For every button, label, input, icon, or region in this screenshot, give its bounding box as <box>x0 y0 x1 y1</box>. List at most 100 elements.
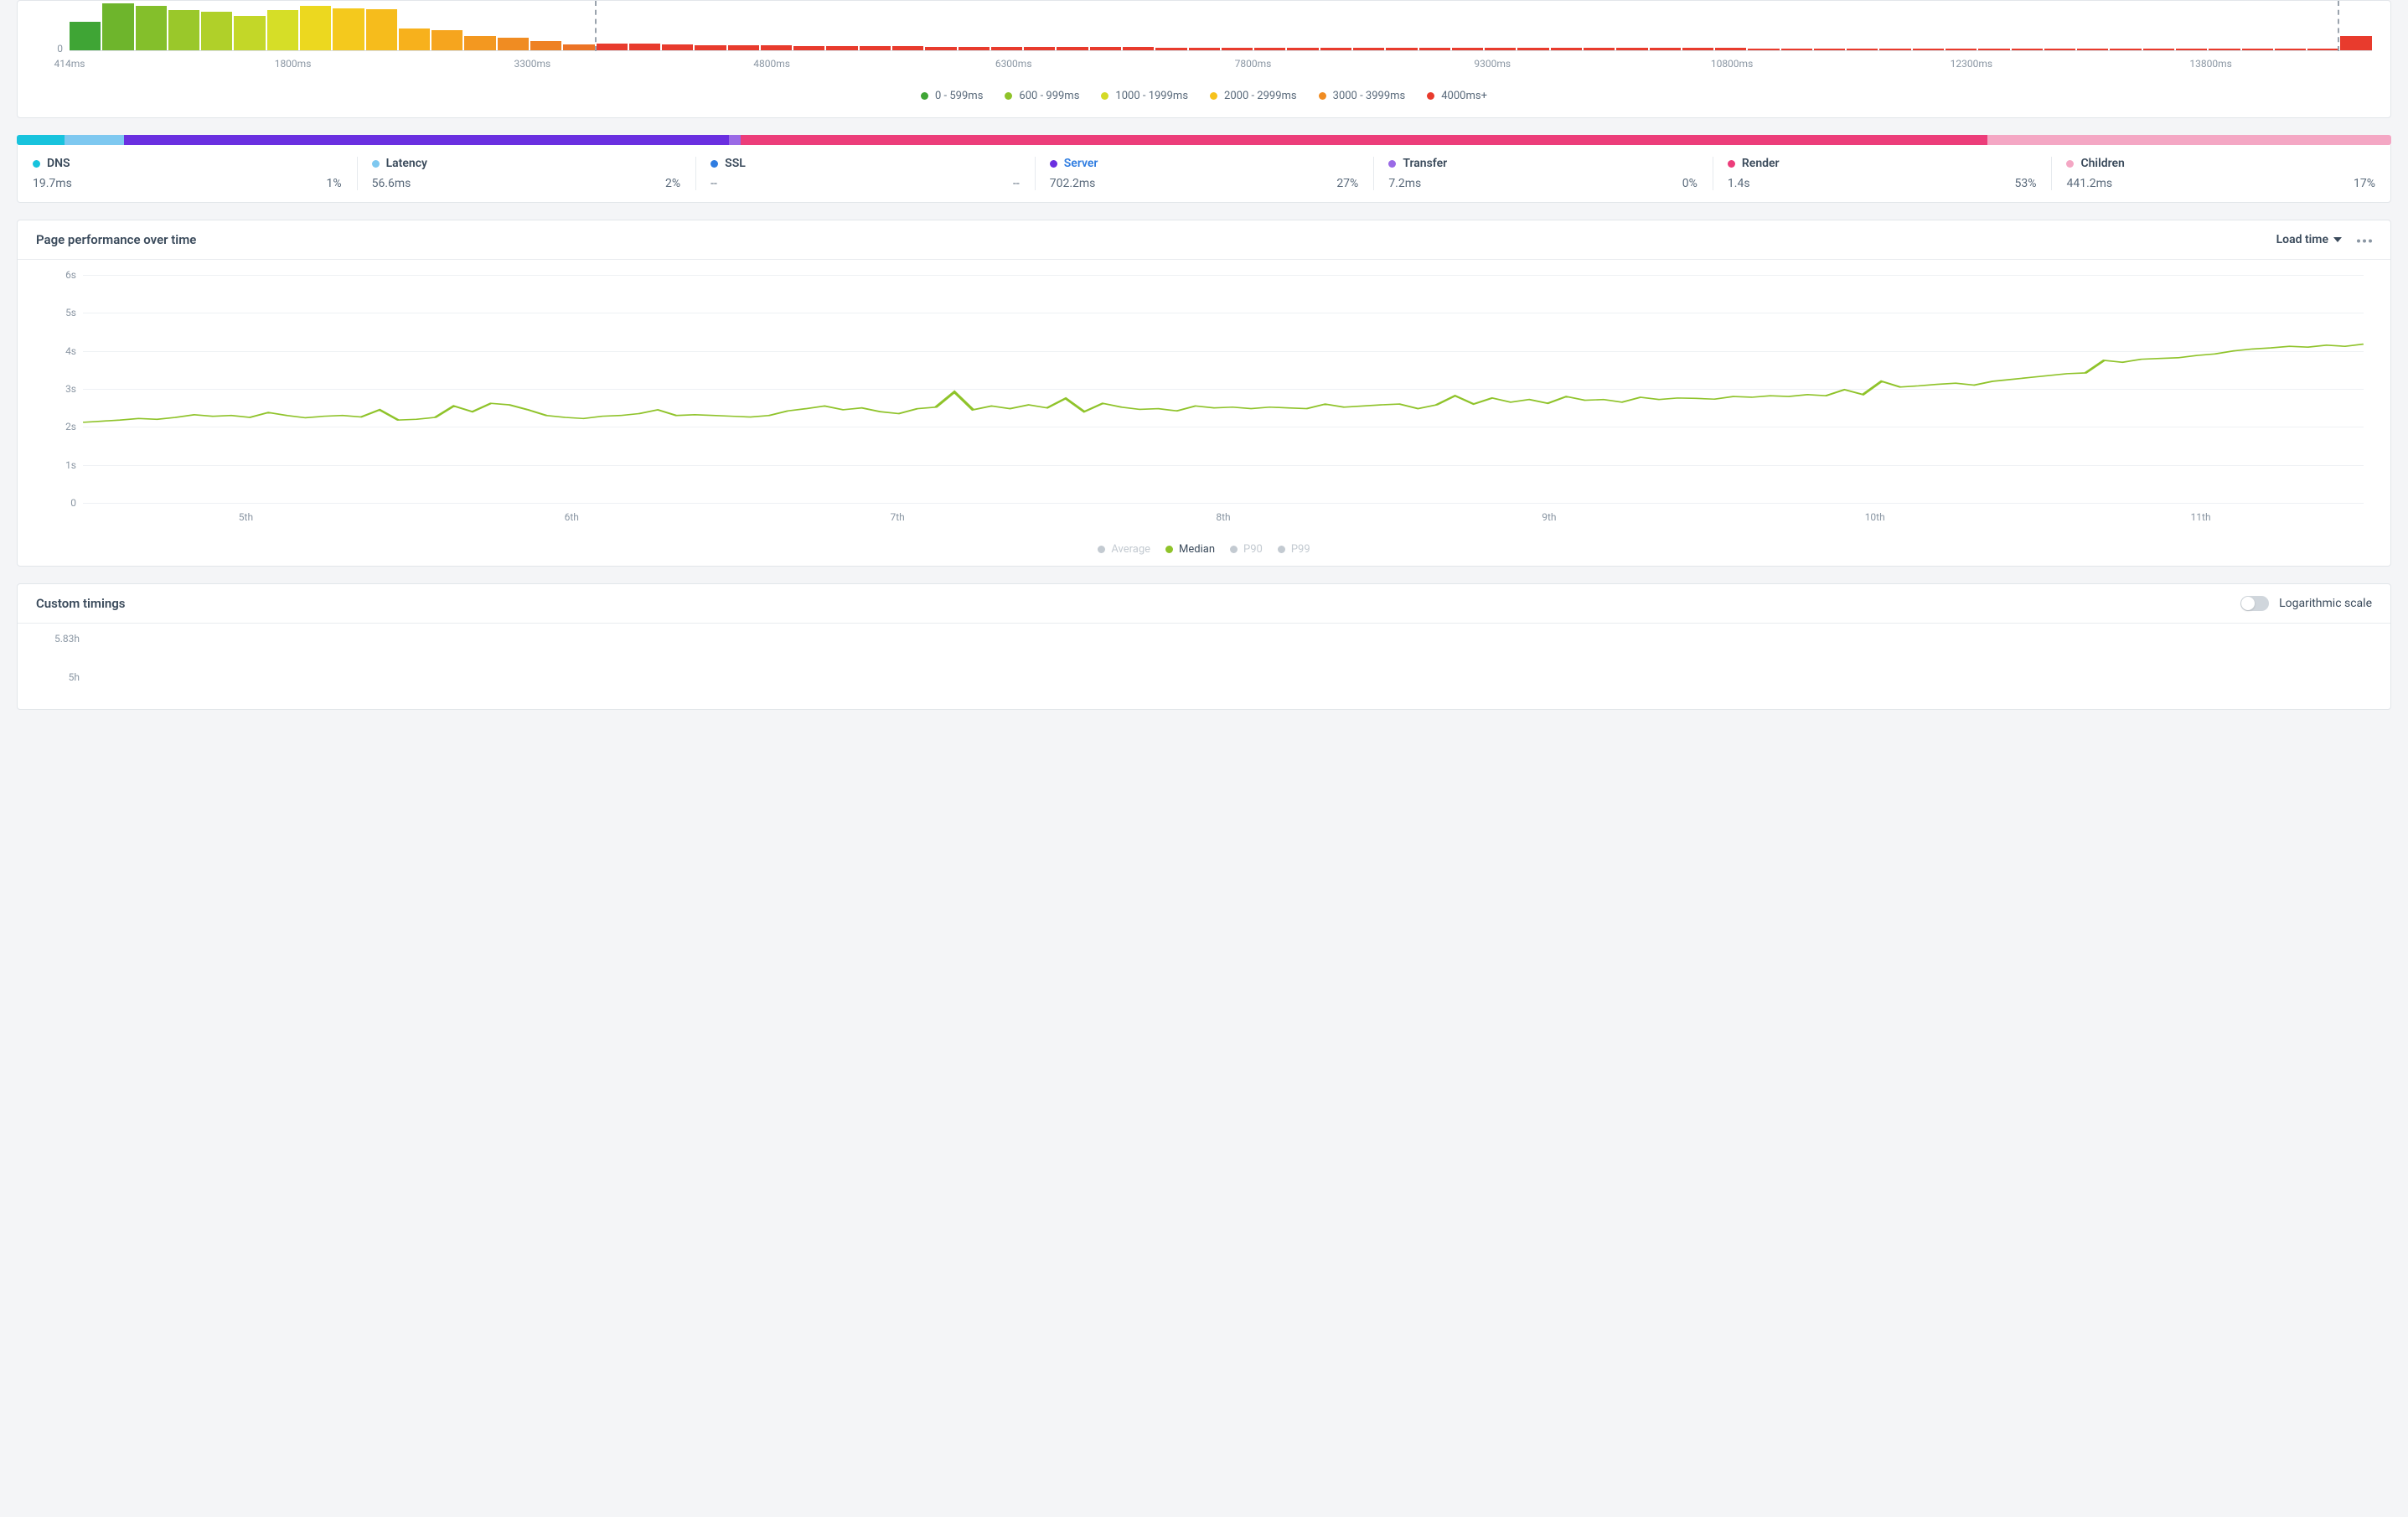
histogram-bar[interactable] <box>1287 48 1318 50</box>
histogram-bar[interactable] <box>826 46 857 50</box>
histogram-bar[interactable] <box>629 44 660 50</box>
phase-percent: -- <box>1013 177 1020 190</box>
histogram-bar[interactable] <box>1057 47 1088 50</box>
histogram-bar[interactable] <box>1320 48 1351 50</box>
histogram-bar[interactable] <box>662 44 693 50</box>
phase-percent: 0% <box>1682 177 1697 190</box>
histogram-legend-item[interactable]: 2000 - 2999ms <box>1210 90 1297 102</box>
more-icon[interactable] <box>2357 233 2372 246</box>
phase-segment[interactable] <box>124 135 730 145</box>
histogram-bar[interactable] <box>597 44 628 50</box>
histogram-bar[interactable] <box>563 44 594 50</box>
histogram-legend-item[interactable]: 1000 - 1999ms <box>1101 90 1188 102</box>
line-legend-item[interactable]: P90 <box>1230 543 1263 556</box>
phase-segment[interactable] <box>741 135 1987 145</box>
histogram-bar[interactable] <box>1353 48 1384 50</box>
line-legend-item[interactable]: Median <box>1165 543 1215 556</box>
histogram-bar[interactable] <box>1946 49 1977 50</box>
histogram-bar[interactable] <box>959 47 990 50</box>
histogram-bar[interactable] <box>70 22 101 50</box>
histogram-bar[interactable] <box>991 47 1022 50</box>
histogram-bar[interactable] <box>2340 36 2371 50</box>
phase-segment[interactable] <box>729 135 741 145</box>
histogram-bar[interactable] <box>300 6 331 50</box>
histogram-bar[interactable] <box>1386 48 1417 50</box>
histogram-bar[interactable] <box>1517 48 1548 50</box>
histogram-legend-item[interactable]: 0 - 599ms <box>921 90 983 102</box>
histogram-bar[interactable] <box>530 41 561 50</box>
histogram-bar[interactable] <box>1189 48 1220 50</box>
histogram-bar[interactable] <box>366 9 397 50</box>
histogram-bar[interactable] <box>2307 49 2338 50</box>
histogram-bar[interactable] <box>2275 49 2306 50</box>
histogram-bar[interactable] <box>1682 48 1713 50</box>
histogram-bar[interactable] <box>333 8 364 50</box>
x-axis-label: 10th <box>1865 511 1885 523</box>
histogram-bar[interactable] <box>2176 49 2207 50</box>
histogram-bar[interactable] <box>2110 49 2141 50</box>
histogram-bar[interactable] <box>1650 48 1681 50</box>
histogram-bar[interactable] <box>498 38 529 50</box>
histogram-bar[interactable] <box>1584 48 1615 50</box>
histogram-bar[interactable] <box>1485 48 1516 50</box>
histogram-bar[interactable] <box>431 30 462 50</box>
histogram-bar[interactable] <box>925 47 956 50</box>
phase-name[interactable]: Server <box>1064 157 1098 170</box>
histogram-bar[interactable] <box>201 12 232 50</box>
histogram-bar[interactable] <box>399 28 430 50</box>
histogram-bar[interactable] <box>1847 49 1878 50</box>
histogram-bar[interactable] <box>234 16 265 50</box>
histogram-bar[interactable] <box>1879 49 1910 50</box>
phase-segment[interactable] <box>65 135 124 145</box>
histogram-bar[interactable] <box>2209 49 2240 50</box>
histogram-bar[interactable] <box>1222 48 1253 50</box>
histogram-bar[interactable] <box>2012 49 2043 50</box>
histogram-bar[interactable] <box>1090 47 1121 50</box>
histogram-bar[interactable] <box>793 46 824 50</box>
histogram-bar[interactable] <box>1254 48 1285 50</box>
histogram-bar[interactable] <box>2077 49 2108 50</box>
histogram-bar[interactable] <box>1551 48 1582 50</box>
histogram-bar[interactable] <box>1024 47 1055 50</box>
phase-segment[interactable] <box>1987 135 2391 145</box>
histogram-bar[interactable] <box>267 10 298 50</box>
histogram-legend-item[interactable]: 4000ms+ <box>1427 90 1487 102</box>
custom-timings-card: Custom timings Logarithmic scale 5.83h5h <box>17 583 2391 710</box>
histogram-bar[interactable] <box>1748 49 1779 50</box>
page-performance-line-chart: 01s2s3s4s5s6s 5th6th7th8th9th10th11th <box>36 275 2372 543</box>
histogram-bar[interactable] <box>1452 48 1483 50</box>
histogram-bar[interactable] <box>892 46 923 50</box>
histogram-bar[interactable] <box>1913 49 1944 50</box>
histogram-bar[interactable] <box>1616 48 1647 50</box>
histogram-bar[interactable] <box>168 10 199 50</box>
histogram-bar[interactable] <box>761 45 792 50</box>
histogram-bar[interactable] <box>860 46 891 50</box>
histogram-bar[interactable] <box>2044 49 2075 50</box>
histogram-bar[interactable] <box>1419 48 1450 50</box>
histogram-bar[interactable] <box>102 3 133 50</box>
histogram-bar[interactable] <box>695 45 726 50</box>
histogram-bar[interactable] <box>1978 49 2009 50</box>
histogram-bar[interactable] <box>464 36 495 50</box>
metric-dropdown[interactable]: Load time <box>2276 233 2342 246</box>
histogram-bar[interactable] <box>136 6 167 50</box>
histogram-legend-item[interactable]: 600 - 999ms <box>1005 90 1079 102</box>
histogram-bar[interactable] <box>1155 48 1186 50</box>
histogram-bar[interactable] <box>1123 47 1154 50</box>
log-scale-toggle[interactable] <box>2240 596 2269 611</box>
histogram-x-tick: 1800ms <box>275 58 312 70</box>
y-axis-label: 5s <box>36 307 76 318</box>
histogram-bar[interactable] <box>1781 49 1812 50</box>
histogram-bar[interactable] <box>2143 49 2174 50</box>
histogram-bar[interactable] <box>2242 49 2273 50</box>
line-legend-item[interactable]: P99 <box>1278 543 1310 556</box>
histogram-bar[interactable] <box>1814 49 1845 50</box>
phase-segment[interactable] <box>17 135 65 145</box>
line-legend-item[interactable]: Average <box>1098 543 1150 556</box>
page-performance-card: Page performance over time Load time 01s… <box>17 220 2391 567</box>
histogram-bar[interactable] <box>728 45 759 50</box>
histogram-legend-item[interactable]: 3000 - 3999ms <box>1319 90 1406 102</box>
phase-name: Transfer <box>1403 157 1447 170</box>
histogram-x-tick: 10800ms <box>1711 58 1753 70</box>
histogram-bar[interactable] <box>1715 48 1746 50</box>
